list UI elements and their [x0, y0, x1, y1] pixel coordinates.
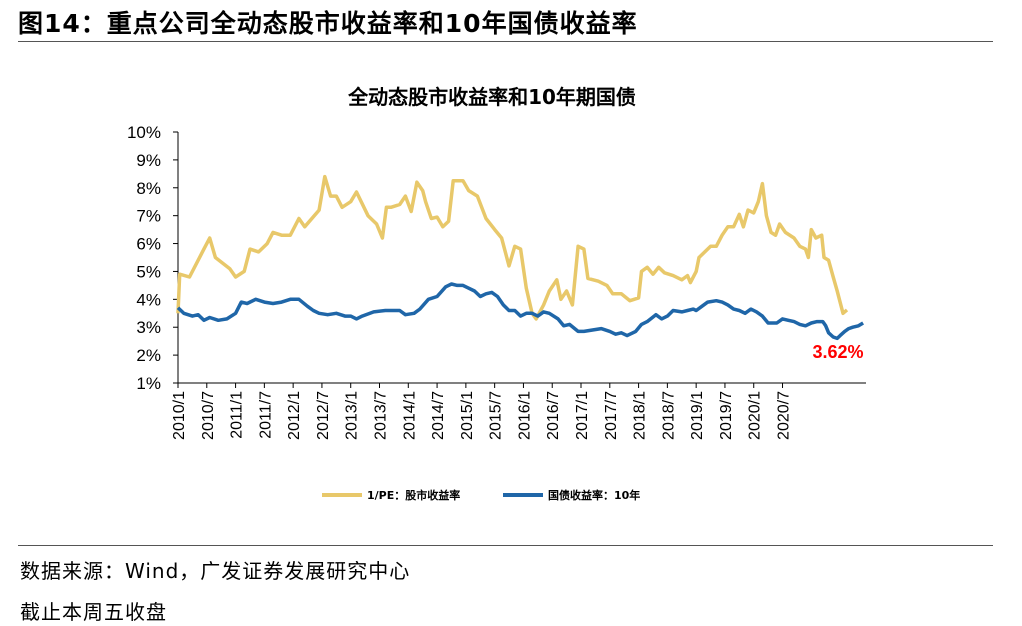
top-divider — [18, 41, 993, 42]
x-tick-label: 2016/1 — [516, 391, 533, 440]
x-tick-label: 2018/1 — [632, 391, 649, 440]
x-tick-label: 2010/7 — [200, 391, 217, 440]
bond-yield-line — [176, 282, 865, 341]
legend: 1/PE：股市收益率 国债收益率：10年 — [322, 488, 640, 502]
legend-label-bond: 国债收益率：10年 — [548, 488, 640, 502]
pe-yield-line — [176, 174, 849, 321]
y-tick-label: 5% — [136, 262, 161, 281]
y-axis: 10% 9% 8% 7% 6% 5% 4% 3% 2% 1% — [127, 123, 179, 393]
y-tick-label: 7% — [136, 207, 161, 226]
y-tick-label: 1% — [136, 374, 161, 393]
y-tick-label: 8% — [136, 179, 161, 198]
bottom-divider — [18, 545, 993, 546]
x-tick-label: 2017/7 — [603, 391, 620, 440]
x-tick-label: 2016/7 — [545, 391, 562, 440]
x-tick-label: 2014/7 — [430, 391, 447, 440]
x-tick-label: 2010/1 — [171, 391, 188, 440]
latest-value-annotation: 3.62% — [812, 342, 863, 362]
y-tick-label: 6% — [136, 235, 161, 254]
y-tick-label: 9% — [136, 151, 161, 170]
x-tick-label: 2013/7 — [373, 391, 390, 440]
chart-svg: 全动态股市收益率和10年期国债 10% 9% 8% 7% 6% 5% 4% 3% 2% 1% 20… — [127, 85, 866, 502]
x-tick-label: 2013/1 — [344, 391, 361, 440]
x-tick-label: 2019/7 — [718, 391, 735, 440]
y-tick-label: 3% — [136, 318, 161, 337]
x-tick-label: 2015/1 — [459, 391, 476, 440]
source-note: 数据来源：Wind，广发证券发展研究中心 — [20, 559, 411, 583]
figure-title: 图14：重点公司全动态股市收益率和10年国债收益率 — [18, 9, 638, 38]
x-tick-label: 2012/1 — [286, 391, 303, 440]
x-tick-label: 2011/1 — [229, 391, 246, 439]
y-tick-label: 4% — [136, 290, 161, 309]
x-tick-label: 2012/7 — [315, 391, 332, 440]
y-tick-label: 2% — [136, 346, 161, 365]
legend-label-pe: 1/PE：股市收益率 — [367, 488, 460, 502]
x-tick-label: 2011/7 — [257, 391, 274, 439]
x-tick-label: 2019/1 — [689, 391, 706, 440]
y-tick-label: 10% — [127, 123, 161, 142]
x-tick-label: 2015/7 — [488, 391, 505, 440]
x-tick-label: 2020/7 — [776, 391, 793, 440]
closing-note: 截止本周五收盘 — [20, 600, 167, 624]
plot-lines — [176, 174, 865, 341]
x-tick-label: 2020/1 — [747, 391, 764, 440]
chart-title: 全动态股市收益率和10年期国债 — [347, 85, 636, 109]
x-tick-label: 2018/7 — [660, 391, 677, 440]
x-tick-label: 2017/1 — [574, 391, 591, 440]
x-axis: 2010/1 2010/7 2011/1 2011/7 2012/1 2012/7 2013… — [171, 382, 866, 440]
x-tick-label: 2014/1 — [401, 391, 418, 440]
